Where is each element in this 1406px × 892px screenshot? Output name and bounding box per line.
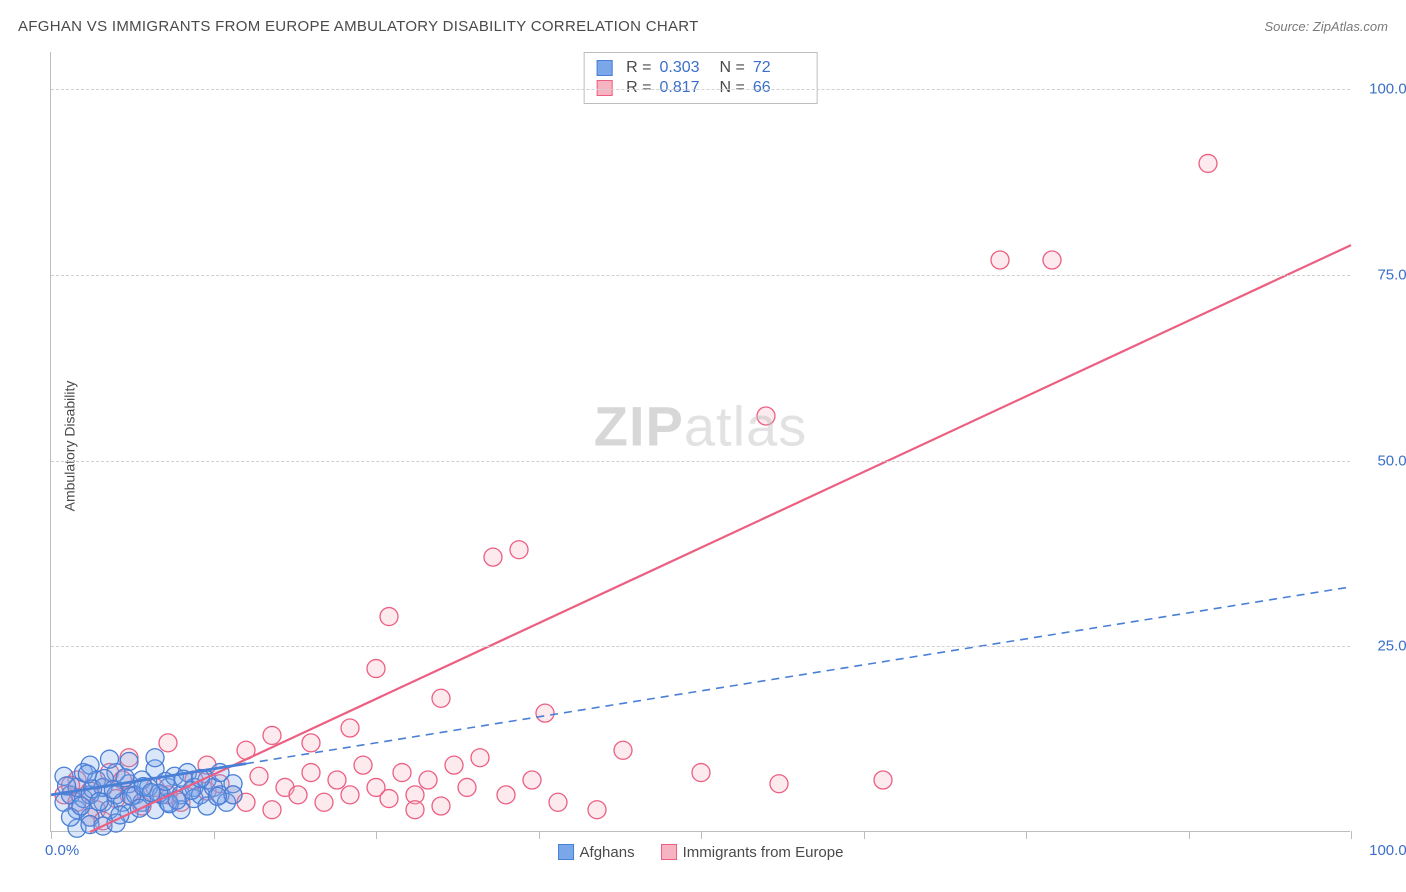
y-tick-label: 75.0%: [1377, 266, 1406, 283]
source-prefix: Source:: [1264, 19, 1312, 34]
legend-item-blue: Afghans: [558, 844, 635, 861]
x-tick: [1351, 831, 1352, 839]
data-point: [208, 787, 226, 805]
data-point: [874, 771, 892, 789]
bottom-legend: Afghans Immigrants from Europe: [558, 844, 844, 861]
correlation-row: R = 0.303 N = 72: [596, 59, 805, 77]
data-point: [419, 771, 437, 789]
data-point: [692, 764, 710, 782]
data-point: [614, 741, 632, 759]
correlation-row: R = 0.817 N = 66: [596, 79, 805, 97]
legend-swatch-pink: [661, 844, 677, 860]
data-point: [72, 797, 90, 815]
x-tick: [51, 831, 52, 839]
n-value: 66: [753, 79, 805, 97]
gridline: [51, 275, 1350, 276]
data-point: [289, 786, 307, 804]
y-tick-label: 50.0%: [1377, 452, 1406, 469]
data-point: [770, 775, 788, 793]
data-point: [250, 767, 268, 785]
trend-line: [246, 587, 1351, 764]
data-point: [90, 793, 108, 811]
data-point: [497, 786, 515, 804]
n-label: N =: [720, 79, 745, 97]
r-value: 0.817: [660, 79, 712, 97]
x-tick: [1026, 831, 1027, 839]
data-point: [341, 786, 359, 804]
data-point: [757, 407, 775, 425]
x-tick: [701, 831, 702, 839]
x-tick: [864, 831, 865, 839]
data-point: [367, 660, 385, 678]
gridline: [51, 89, 1350, 90]
data-point: [406, 801, 424, 819]
data-point: [146, 749, 164, 767]
chart-source: Source: ZipAtlas.com: [1264, 19, 1388, 34]
x-tick: [1189, 831, 1190, 839]
data-point: [120, 752, 138, 770]
data-point: [484, 548, 502, 566]
data-point: [78, 765, 96, 783]
r-value: 0.303: [660, 59, 712, 77]
data-point: [991, 251, 1009, 269]
n-value: 72: [753, 59, 805, 77]
data-point: [101, 750, 119, 768]
data-point: [341, 719, 359, 737]
data-point: [354, 756, 372, 774]
x-tick-label-left: 0.0%: [45, 842, 79, 859]
y-tick-label: 25.0%: [1377, 638, 1406, 655]
data-point: [315, 793, 333, 811]
data-point: [432, 689, 450, 707]
correlation-swatch-icon: [596, 80, 612, 96]
data-point: [159, 734, 177, 752]
data-point: [380, 790, 398, 808]
chart-header: AFGHAN VS IMMIGRANTS FROM EUROPE AMBULAT…: [18, 18, 1388, 35]
x-tick: [376, 831, 377, 839]
data-point: [510, 541, 528, 559]
scatter-chart: ZIPatlas R =0.303N =72R =0.817N =66 Afgh…: [50, 52, 1350, 832]
data-point: [1199, 154, 1217, 172]
y-tick-label: 100.0%: [1369, 81, 1406, 98]
gridline: [51, 646, 1350, 647]
correlation-box: R = 0.303 N = 72 R = 0.817 N = 66: [583, 52, 818, 104]
source-name: ZipAtlas.com: [1313, 19, 1388, 34]
data-point: [432, 797, 450, 815]
n-label: N =: [720, 59, 745, 77]
data-point: [263, 726, 281, 744]
data-point: [328, 771, 346, 789]
legend-item-pink: Immigrants from Europe: [661, 844, 844, 861]
r-label: R =: [626, 79, 651, 97]
data-point: [536, 704, 554, 722]
legend-label-pink: Immigrants from Europe: [683, 844, 844, 861]
data-point: [523, 771, 541, 789]
data-point: [302, 734, 320, 752]
correlation-swatch-icon: [596, 60, 612, 76]
plot-svg: [51, 52, 1350, 831]
data-point: [380, 608, 398, 626]
legend-swatch-blue: [558, 844, 574, 860]
x-tick-label-right: 100.0%: [1369, 842, 1406, 859]
data-point: [263, 801, 281, 819]
data-point: [458, 778, 476, 796]
trend-line: [90, 245, 1351, 832]
legend-label-blue: Afghans: [580, 844, 635, 861]
x-tick: [214, 831, 215, 839]
data-point: [549, 793, 567, 811]
data-point: [1043, 251, 1061, 269]
r-label: R =: [626, 59, 651, 77]
chart-title: AFGHAN VS IMMIGRANTS FROM EUROPE AMBULAT…: [18, 18, 699, 35]
data-point: [302, 764, 320, 782]
data-point: [588, 801, 606, 819]
gridline: [51, 461, 1350, 462]
x-tick: [539, 831, 540, 839]
data-point: [471, 749, 489, 767]
data-point: [445, 756, 463, 774]
data-point: [393, 764, 411, 782]
